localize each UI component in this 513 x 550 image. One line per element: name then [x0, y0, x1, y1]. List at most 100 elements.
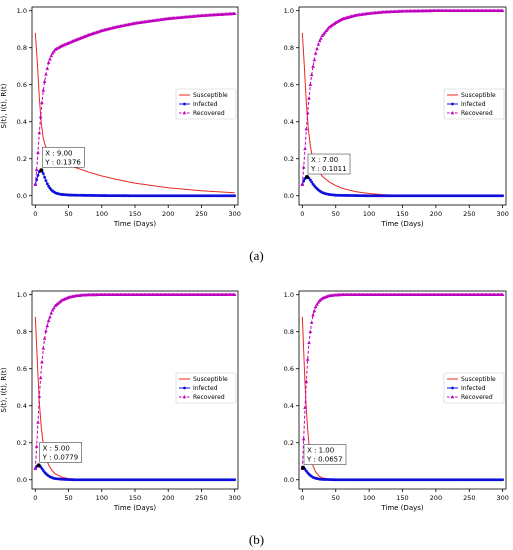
- legend-box: [175, 88, 237, 120]
- infected-point: [233, 478, 237, 482]
- legend-label: Recovered: [461, 110, 493, 117]
- legend-label: Recovered: [193, 110, 225, 117]
- datatip-x: X : 9.00: [45, 149, 72, 157]
- recovered-point: [52, 49, 56, 53]
- recovered-point: [301, 437, 306, 441]
- y-tick-label: 0.0: [17, 192, 27, 200]
- recovered-point: [307, 96, 311, 100]
- plot-a-left: 0 50 100 150 200 250 300 0.0 0.2 0.4 0.6 0.8 1.0 Time…: [0, 6, 241, 228]
- y-tick-label: 0.2: [284, 155, 294, 163]
- legend-label: Recovered: [461, 394, 493, 401]
- legend-label: Susceptible: [461, 376, 496, 383]
- y-tick-label: 0.6: [284, 365, 294, 373]
- x-tick-label: 200: [430, 494, 442, 502]
- recovered-point: [311, 64, 315, 68]
- infected-point: [501, 478, 505, 482]
- y-tick-label: 0.2: [284, 439, 294, 447]
- y-tick-label: 0.0: [284, 192, 294, 200]
- recovered-point: [40, 359, 44, 364]
- recovered-point: [232, 292, 237, 297]
- recovered-point: [38, 114, 43, 119]
- infected-line: [301, 176, 503, 197]
- datatip-box: [303, 444, 347, 465]
- infected-point: [233, 194, 237, 198]
- recovered-point: [316, 300, 321, 304]
- x-axis-label: Time (Days): [113, 504, 157, 512]
- recovered-point: [307, 340, 311, 345]
- recovered-point: [48, 57, 52, 61]
- datatip-box: [307, 153, 351, 175]
- x-tick-label: 100: [363, 494, 375, 502]
- legend-box: [443, 88, 505, 120]
- recovered-point: [315, 302, 319, 306]
- y-tick-label: 0.8: [284, 44, 294, 52]
- recovered-point: [36, 420, 40, 424]
- recovered-point: [46, 60, 51, 64]
- datatip-y: Y : 0.0657: [306, 456, 343, 464]
- x-axis-label: Time (Days): [380, 220, 424, 228]
- recovered-point: [33, 466, 38, 470]
- recovered-point: [323, 30, 327, 34]
- y-tick-label: 0.6: [17, 81, 27, 89]
- datatip-box: [42, 146, 85, 168]
- datatip-x: X : 5.00: [43, 444, 70, 452]
- recovered-point: [309, 72, 314, 77]
- datatip-x: X : 1.00: [307, 447, 334, 455]
- datatip-marker: [305, 175, 310, 180]
- recovered-point: [52, 306, 56, 310]
- x-tick-label: 0: [33, 494, 37, 502]
- legend-label: Susceptible: [461, 92, 496, 99]
- x-tick-label: 150: [396, 210, 408, 218]
- datatip-marker: [36, 463, 41, 468]
- legend-label: Susceptible: [193, 376, 228, 383]
- x-tick-label: 100: [96, 210, 108, 218]
- plot-frame: [31, 290, 239, 490]
- recovered-point: [315, 46, 319, 51]
- infected-point: [47, 184, 51, 188]
- legend-marker: [182, 111, 187, 115]
- recovered-point: [317, 38, 322, 43]
- infected-point: [41, 172, 45, 175]
- recovered-point: [320, 33, 325, 37]
- infected-line: [302, 467, 503, 481]
- recovered-point: [44, 72, 48, 76]
- infected-point: [302, 179, 306, 183]
- caption-b: (b): [248, 532, 265, 547]
- recovered-point: [303, 146, 307, 151]
- recovered-point: [319, 36, 323, 40]
- x-tick-label: 300: [228, 494, 240, 502]
- legend-label: Infected: [193, 101, 218, 108]
- recovered-point: [33, 182, 38, 186]
- y-tick-label: 0.6: [284, 81, 294, 89]
- legend-marker: [182, 395, 187, 399]
- recovered-point: [42, 336, 47, 340]
- recovered-point: [301, 165, 306, 169]
- y-tick-label: 1.0: [17, 7, 27, 15]
- legend-marker: [450, 111, 455, 115]
- infected-point: [44, 179, 48, 183]
- legend-label: Susceptible: [193, 92, 228, 99]
- x-tick-label: 250: [463, 210, 475, 218]
- recovered-point: [305, 111, 310, 115]
- recovered-point: [41, 346, 46, 350]
- recovered-point: [321, 32, 326, 36]
- recovered-point: [308, 329, 313, 334]
- datatip-y: Y : 0.1376: [44, 158, 81, 166]
- recovered-point: [36, 150, 40, 154]
- plot-frame: [31, 6, 239, 206]
- recovered-point: [49, 53, 54, 58]
- plot-b-right: 0 50 100 150 200 250 300 0.0 0.2 0.4 0.6 0.8 1.0 Time…: [284, 290, 509, 512]
- x-tick-label: 50: [332, 210, 340, 218]
- legend-marker: [451, 386, 454, 390]
- y-tick-label: 0.2: [17, 439, 27, 447]
- legend-box: [443, 372, 505, 404]
- datatip-y: Y : 0.0779: [42, 453, 79, 461]
- recovered-point: [34, 167, 39, 172]
- y-tick-label: 1.0: [284, 7, 294, 15]
- recovered-point: [500, 8, 505, 13]
- recovered-point: [46, 318, 51, 322]
- x-tick-label: 200: [162, 210, 174, 218]
- datatip-y: Y : 0.1011: [310, 165, 347, 173]
- legend-label: Recovered: [193, 394, 225, 401]
- x-tick-label: 150: [396, 494, 408, 502]
